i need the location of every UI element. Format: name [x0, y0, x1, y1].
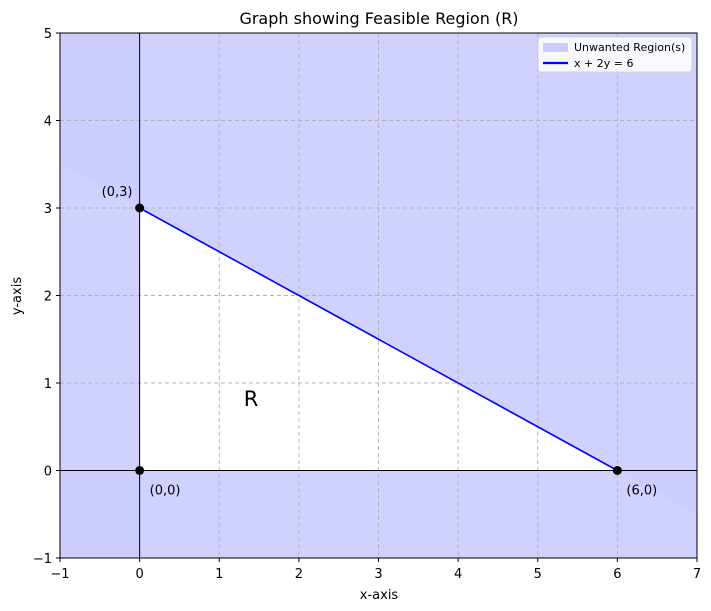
x-tick-label: 6	[613, 567, 621, 582]
legend-label: Unwanted Region(s)	[574, 41, 685, 54]
legend-label: x + 2y = 6	[574, 57, 633, 70]
x-tick-label: 0	[135, 567, 143, 582]
point-label: (6,0)	[626, 484, 657, 499]
axes: −1 0 1 2 3 4 5 6 7 −1 0 1 2 3 4 5	[33, 27, 701, 582]
point-label: (0,0)	[150, 484, 181, 499]
series-line	[139, 207, 618, 472]
x-tick-label: 4	[454, 567, 462, 582]
legend-box	[537, 36, 693, 73]
legend-swatch-region	[543, 43, 568, 52]
plot-area: (0,3) (0,0) (6,0) R	[60, 33, 697, 558]
data-point	[135, 203, 145, 213]
x-tick-label: −1	[50, 567, 69, 582]
point-label: (0,3)	[102, 185, 133, 200]
legend: Unwanted Region(s) x + 2y = 6	[537, 36, 693, 73]
x-axis-title: x-axis	[360, 588, 399, 603]
y-tick-label: 5	[44, 27, 52, 42]
y-tick-label: 3	[44, 202, 52, 217]
x-tick-label: 5	[534, 567, 542, 582]
y-tick-label: −1	[33, 552, 52, 567]
x-tick-label: 7	[693, 567, 701, 582]
data-point	[135, 466, 145, 475]
y-tick-label: 0	[44, 465, 52, 480]
unwanted-region-below	[60, 470, 697, 558]
plot-content	[60, 33, 697, 558]
y-tick-label: 4	[44, 115, 52, 130]
x-tick-label: 1	[215, 567, 223, 582]
data-point	[612, 466, 622, 475]
y-tick-label: 1	[44, 377, 52, 392]
region-label: R	[244, 387, 259, 411]
y-tick-label: 2	[44, 290, 52, 305]
x-tick-label: 2	[295, 567, 303, 582]
chart-title: Graph showing Feasible Region (R)	[239, 9, 518, 28]
y-axis-title: y-axis	[10, 277, 25, 315]
x-tick-label: 3	[374, 567, 382, 582]
